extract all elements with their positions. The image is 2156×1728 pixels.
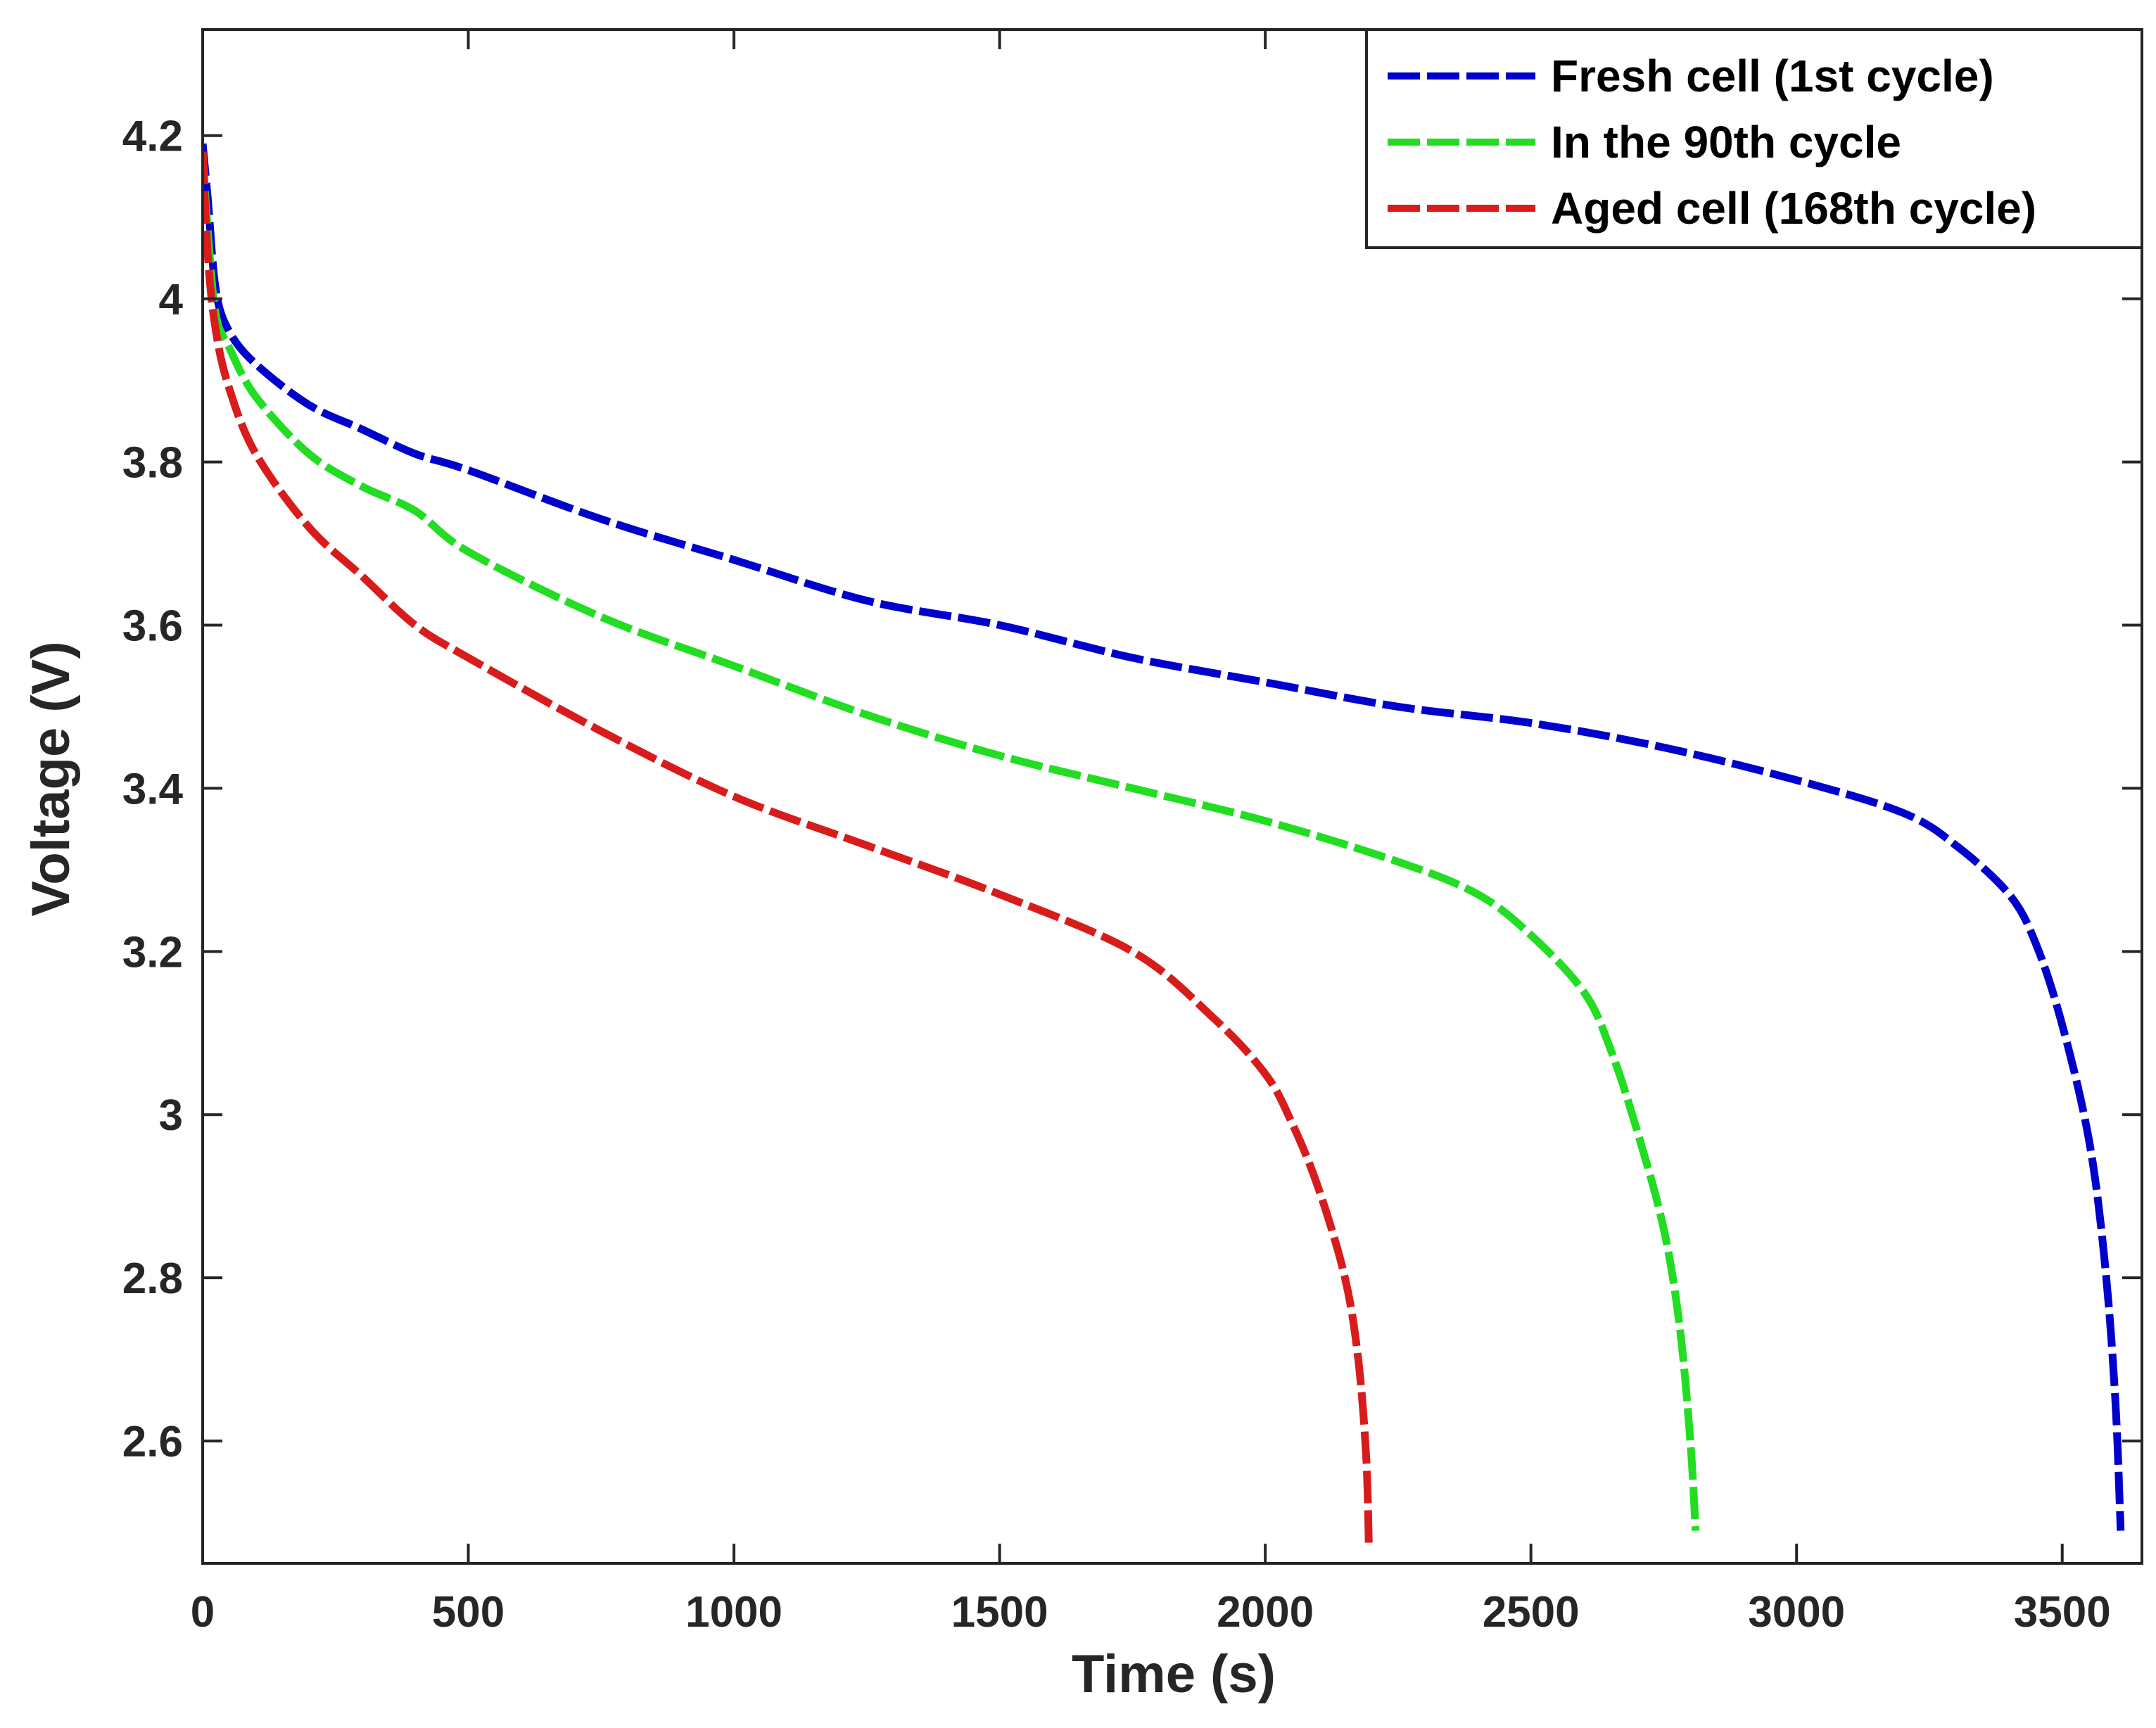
legend-label-aged-cell-168th-cycle: Aged cell (168th cycle) bbox=[1551, 183, 2036, 234]
plot-frame bbox=[201, 28, 2143, 1565]
y-axis-title: Voltage (V) bbox=[21, 641, 81, 916]
x-axis-tick-labels: 0 500 1000 1500 2000 2500 3000 3500 bbox=[191, 1588, 2111, 1637]
legend: Fresh cell (1st cycle) In the 90th cycle A… bbox=[1365, 28, 2143, 249]
y-axis-tick-labels: 2.6 2.8 3 3.2 3.4 3.6 3.8 4 4.2 bbox=[122, 113, 184, 1466]
series-line-fresh-cell-1st-cycle bbox=[203, 143, 2125, 1531]
x-tick-label: 1000 bbox=[685, 1588, 782, 1637]
x-tick-label: 1500 bbox=[951, 1588, 1048, 1637]
y-tick-label: 3.8 bbox=[122, 439, 183, 488]
x-tick-label: 500 bbox=[432, 1588, 505, 1637]
y-tick-label: 3 bbox=[159, 1091, 183, 1140]
x-tick-label: 2000 bbox=[1217, 1588, 1314, 1637]
y-tick-label: 2.6 bbox=[122, 1418, 183, 1466]
y-tick-label: 3.2 bbox=[122, 928, 183, 977]
y-tick-label: 4 bbox=[159, 276, 184, 324]
x-tick-label: 2500 bbox=[1483, 1588, 1580, 1637]
y-tick-label: 4.2 bbox=[122, 113, 183, 161]
x-tick-label: 3500 bbox=[2014, 1588, 2111, 1637]
x-axis-title: Time (s) bbox=[1072, 1644, 1276, 1704]
x-tick-label: 3000 bbox=[1748, 1588, 1845, 1637]
series-line-in-the-90th-cycle bbox=[203, 151, 1700, 1531]
y-axis-ticks bbox=[203, 134, 2142, 1443]
y-tick-label: 3.4 bbox=[122, 765, 184, 813]
x-tick-label: 0 bbox=[191, 1588, 215, 1637]
series-line-aged-cell-168th-cycle bbox=[203, 151, 1373, 1547]
legend-label-fresh-cell-1st-cycle: Fresh cell (1st cycle) bbox=[1551, 51, 1994, 101]
series-group bbox=[203, 143, 2125, 1547]
legend-label-in-the-90th-cycle: In the 90th cycle bbox=[1551, 117, 1901, 167]
plot-area bbox=[201, 28, 2143, 1565]
y-tick-label: 3.6 bbox=[122, 602, 183, 650]
y-tick-label: 2.8 bbox=[122, 1254, 183, 1303]
